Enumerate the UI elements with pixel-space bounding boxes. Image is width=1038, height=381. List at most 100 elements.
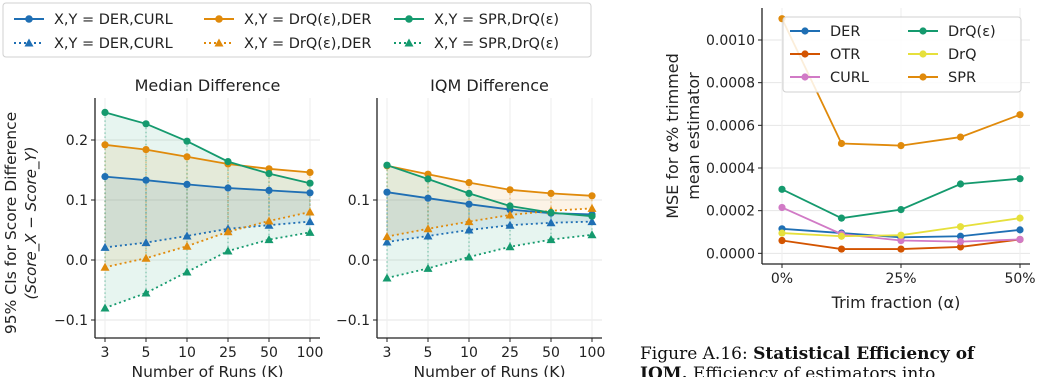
caption-label: Figure A.16:: [640, 344, 748, 364]
mse-x-tick-label: 0%: [771, 271, 793, 287]
median-y-tick-label: 0.2: [66, 133, 88, 149]
mse-y-tick-label: 0.0010: [706, 33, 755, 49]
mse-point-drq: [897, 206, 905, 214]
iqm-lower-point-x-y-drq-der: [587, 203, 597, 212]
iqm-ci-band-x-y-spr-drq: [387, 165, 592, 278]
iqm-x-tick-label: 5: [424, 345, 433, 361]
iqm-upper-point-x-y-spr-drq: [465, 189, 473, 197]
iqm-lower-point-x-y-der-curl: [382, 237, 392, 246]
median-lower-point-x-y-der-curl: [141, 238, 151, 247]
mse-y-tick-label: 0.0004: [706, 161, 755, 177]
median-upper-point-x-y-spr-drq: [224, 158, 232, 166]
iqm-upper-point-x-y-spr-drq: [547, 209, 555, 217]
legend-label-4: X,Y = DER,CURL: [54, 36, 173, 52]
median-lower-point-x-y-drq-der: [141, 253, 151, 262]
mse-legend-marker-drq: [919, 27, 927, 35]
iqm-title: IQM Difference: [430, 76, 549, 95]
median-upper-line-x-y-der-curl: [104, 175, 311, 194]
iqm-lower-point-x-y-der-curl: [587, 217, 597, 226]
caption-line2-rest: Efficiency of estimators into: [692, 364, 936, 377]
median-ci-band-x-y-der-curl: [105, 176, 310, 248]
iqm-lower-point-x-y-spr-drq: [587, 230, 597, 239]
median-lower-point-x-y-drq-der: [223, 227, 233, 236]
mse-point-otr: [778, 236, 786, 245]
median-lower-point-x-y-drq-der: [305, 207, 315, 216]
mse-panel: DER OTR CURL DrQ(ε) DrQ SPR 0.0000 0.0002 0.0004…: [663, 8, 1036, 312]
figure-caption: Figure A.16: Statistical Efficiency of I…: [640, 344, 1038, 377]
median-x-tick-label: 25: [219, 345, 237, 361]
legend-marker-2: [215, 15, 223, 23]
mse-legend-frame: [782, 16, 1022, 93]
iqm-ci-band-x-y-der-curl: [387, 192, 592, 242]
mse-point-drq: [778, 185, 786, 193]
mse-y-label-2: mean estimator: [684, 72, 703, 200]
mse-point-drq: [837, 232, 846, 240]
median-upper-point-x-y-spr-drq: [183, 137, 191, 145]
median-upper-point-x-y-spr-drq: [101, 108, 109, 116]
mse-point-spr: [956, 133, 965, 141]
median-x-tick-label: 5: [142, 345, 151, 361]
median-lower-point-x-y-der-curl: [182, 231, 192, 240]
legend: X,Y = DER,CURL X,Y = DrQ(ε),DER X,Y = SPR,…: [2, 2, 592, 58]
iqm-upper-point-x-y-drq-der: [588, 192, 596, 200]
legend-marker-1: [25, 15, 33, 23]
median-upper-point-x-y-drq-der: [183, 153, 191, 161]
median-upper-point-x-y-drq-der: [142, 146, 150, 154]
median-lower-point-x-y-drq-der: [100, 262, 110, 271]
mse-y-tick-label: 0.0008: [706, 76, 755, 92]
mse-x-tick-label: 50%: [1004, 271, 1035, 287]
iqm-upper-point-x-y-der-curl: [383, 188, 391, 196]
mse-legend-marker-otr: [801, 50, 809, 58]
iqm-x-label: Number of Runs (K): [413, 363, 565, 377]
iqm-lower-point-x-y-spr-drq: [423, 263, 433, 272]
mse-point-drq: [1016, 175, 1024, 183]
median-upper-line-x-y-drq-der: [104, 143, 311, 174]
median-upper-point-x-y-der-curl: [101, 173, 109, 181]
median-upper-point-x-y-drq-der: [306, 168, 314, 176]
mse-legend-marker-der: [801, 27, 809, 35]
mse-legend-label-spr: SPR: [948, 70, 976, 86]
legend-label-6: X,Y = SPR,DrQ(ε): [434, 36, 559, 52]
iqm-upper-point-x-y-spr-drq: [506, 202, 514, 210]
iqm-x-tick-label: 10: [460, 345, 478, 361]
mse-point-drq: [837, 214, 846, 222]
iqm-upper-point-x-y-drq-der: [547, 189, 555, 197]
median-lower-point-x-y-spr-drq: [223, 246, 233, 255]
median-lower-line-x-y-spr-drq: [104, 231, 311, 309]
median-difference-panel: −0.1 0.0 0.1 0.2 3 5 10 25 50 100 Median Differenc…: [2, 76, 323, 381]
mse-legend-label-der: DER: [830, 24, 860, 40]
iqm-y-tick-label: −0.1: [336, 313, 370, 329]
mse-point-drq: [897, 231, 905, 239]
median-lower-point-x-y-spr-drq: [141, 288, 151, 297]
median-lower-point-x-y-der-curl: [305, 217, 315, 226]
iqm-lower-point-x-y-spr-drq: [382, 273, 392, 282]
median-x-tick-label: 3: [101, 345, 110, 361]
mse-point-drq: [1016, 214, 1024, 222]
iqm-y-tick-label: 0.0: [348, 253, 370, 269]
iqm-x-tick-label: 25: [501, 345, 519, 361]
iqm-upper-point-x-y-spr-drq: [383, 161, 391, 169]
iqm-lower-point-x-y-drq-der: [382, 232, 392, 241]
mse-legend-label-otr: OTR: [830, 47, 860, 63]
iqm-lower-point-x-y-drq-der: [423, 224, 433, 233]
median-upper-point-x-y-der-curl: [306, 189, 314, 197]
median-lower-point-x-y-spr-drq: [264, 235, 274, 244]
legend-marker-6: [404, 38, 414, 47]
median-lower-point-x-y-der-curl: [264, 220, 274, 229]
iqm-x-tick-label: 3: [383, 345, 392, 361]
median-upper-point-x-y-spr-drq: [142, 120, 150, 128]
median-upper-point-x-y-der-curl: [183, 180, 191, 188]
mse-point-spr: [897, 142, 905, 150]
iqm-upper-point-x-y-spr-drq: [424, 175, 432, 183]
mse-y-tick-label: 0.0006: [706, 118, 755, 134]
mse-legend-marker-curl: [801, 73, 809, 81]
mse-point-otr: [897, 245, 905, 253]
mse-point-drq: [956, 223, 965, 231]
mse-point-curl: [1016, 235, 1024, 244]
legend-label-1: X,Y = DER,CURL: [54, 12, 173, 28]
legend-label-5: X,Y = DrQ(ε),DER: [244, 36, 371, 52]
mse-point-curl: [897, 236, 905, 245]
median-upper-point-x-y-der-curl: [142, 176, 150, 184]
iqm-upper-point-x-y-der-curl: [424, 194, 432, 202]
